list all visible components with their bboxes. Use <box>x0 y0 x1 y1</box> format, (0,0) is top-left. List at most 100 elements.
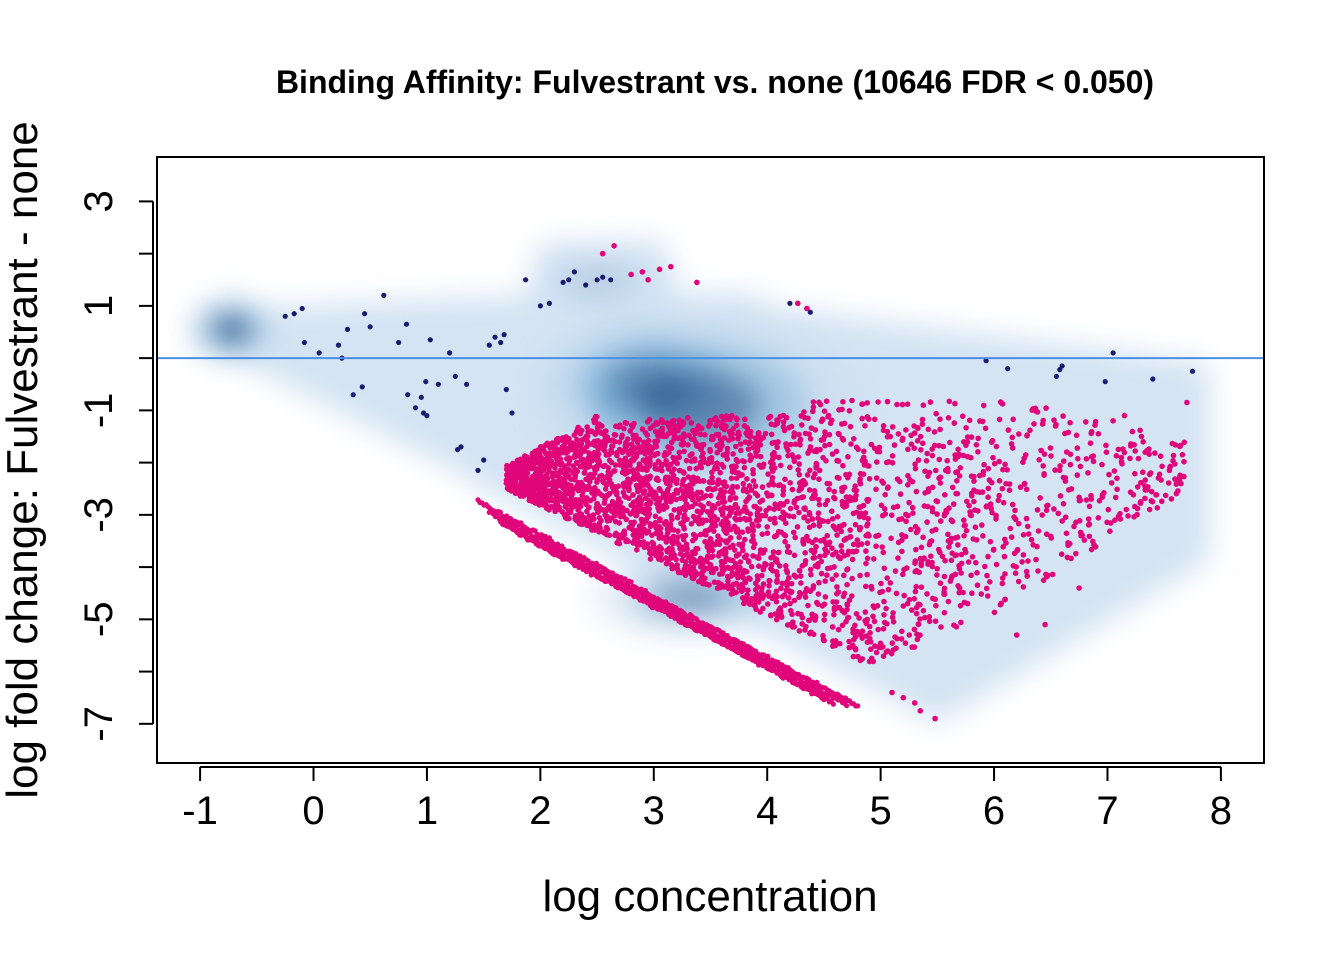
significant-point <box>599 250 606 257</box>
significant-point <box>996 416 1003 423</box>
significant-point <box>563 434 569 440</box>
significant-point <box>1156 471 1163 478</box>
significant-point <box>964 439 971 445</box>
significant-point <box>777 462 784 469</box>
significant-point <box>673 496 680 503</box>
significant-point <box>931 429 938 435</box>
significant-point <box>787 621 793 628</box>
significant-point <box>1023 486 1030 493</box>
significant-point <box>662 521 668 527</box>
significant-point <box>591 464 598 471</box>
non-significant-point <box>452 373 458 379</box>
significant-point <box>733 422 740 429</box>
significant-point <box>1095 515 1102 521</box>
significant-point <box>819 416 826 423</box>
significant-point <box>796 567 803 574</box>
significant-point <box>906 632 913 638</box>
significant-point <box>773 598 780 605</box>
significant-point <box>882 491 888 498</box>
significant-point <box>756 555 762 562</box>
significant-point <box>1024 573 1030 579</box>
significant-point <box>1048 453 1054 459</box>
significant-point <box>834 532 840 538</box>
x-axis: -1 0 1 2 3 4 5 6 7 8 <box>182 766 1232 833</box>
significant-point <box>864 571 870 578</box>
significant-point <box>554 500 560 507</box>
significant-point <box>850 497 857 503</box>
significant-point <box>551 496 557 503</box>
significant-point <box>647 459 653 466</box>
significant-point <box>805 518 811 524</box>
significant-point <box>878 502 885 509</box>
significant-point <box>769 451 776 458</box>
significant-point <box>635 541 642 547</box>
significant-point <box>864 521 871 527</box>
significant-point <box>1138 433 1145 440</box>
significant-point <box>768 554 774 561</box>
significant-point <box>826 431 833 438</box>
significant-point <box>929 452 936 459</box>
significant-point <box>769 595 776 602</box>
significant-point <box>962 546 968 553</box>
non-significant-point <box>299 305 305 312</box>
significant-point <box>963 425 969 431</box>
significant-point <box>643 478 650 484</box>
significant-point <box>796 480 803 486</box>
significant-point <box>933 467 939 474</box>
significant-point <box>900 603 907 609</box>
significant-point <box>1166 467 1173 474</box>
significant-point <box>737 559 744 565</box>
significant-point <box>1088 492 1094 499</box>
significant-point <box>663 560 670 567</box>
significant-point <box>1106 471 1112 478</box>
significant-point <box>1051 506 1057 512</box>
significant-point <box>918 562 925 569</box>
significant-point <box>1114 486 1120 493</box>
significant-point <box>680 546 687 553</box>
significant-point <box>1015 520 1022 527</box>
significant-point <box>1030 406 1036 412</box>
significant-point <box>744 592 750 598</box>
significant-point <box>1005 427 1012 433</box>
significant-point <box>889 614 896 621</box>
significant-point <box>774 572 781 579</box>
significant-point <box>889 512 895 518</box>
significant-point <box>860 471 867 478</box>
non-significant-point <box>335 342 342 348</box>
significant-point <box>1096 498 1103 504</box>
significant-point <box>636 487 642 494</box>
significant-point <box>682 572 689 578</box>
significant-point <box>647 499 654 506</box>
significant-point <box>539 487 545 494</box>
significant-point <box>822 442 828 449</box>
significant-point <box>658 417 665 423</box>
significant-point <box>924 450 930 457</box>
significant-point <box>868 646 874 652</box>
significant-point <box>848 441 854 447</box>
significant-point <box>1113 453 1120 459</box>
significant-point <box>711 513 717 520</box>
significant-point <box>504 485 511 492</box>
significant-point <box>586 473 592 479</box>
significant-point <box>813 543 819 550</box>
significant-point <box>595 429 601 435</box>
significant-point <box>844 601 850 607</box>
significant-point <box>714 449 720 456</box>
significant-point <box>895 555 901 561</box>
significant-point <box>661 502 668 509</box>
significant-point <box>968 490 975 497</box>
significant-point <box>961 533 967 539</box>
significant-point <box>671 458 678 465</box>
significant-point <box>968 572 974 579</box>
significant-point <box>736 472 743 479</box>
significant-point <box>950 501 957 507</box>
non-significant-point <box>1102 379 1108 385</box>
significant-point <box>676 467 683 474</box>
significant-point <box>682 563 689 569</box>
significant-point <box>592 484 598 491</box>
significant-point <box>745 526 751 532</box>
significant-point <box>880 423 887 429</box>
significant-point <box>1120 446 1126 452</box>
significant-point <box>1065 540 1071 546</box>
significant-point <box>796 471 803 478</box>
